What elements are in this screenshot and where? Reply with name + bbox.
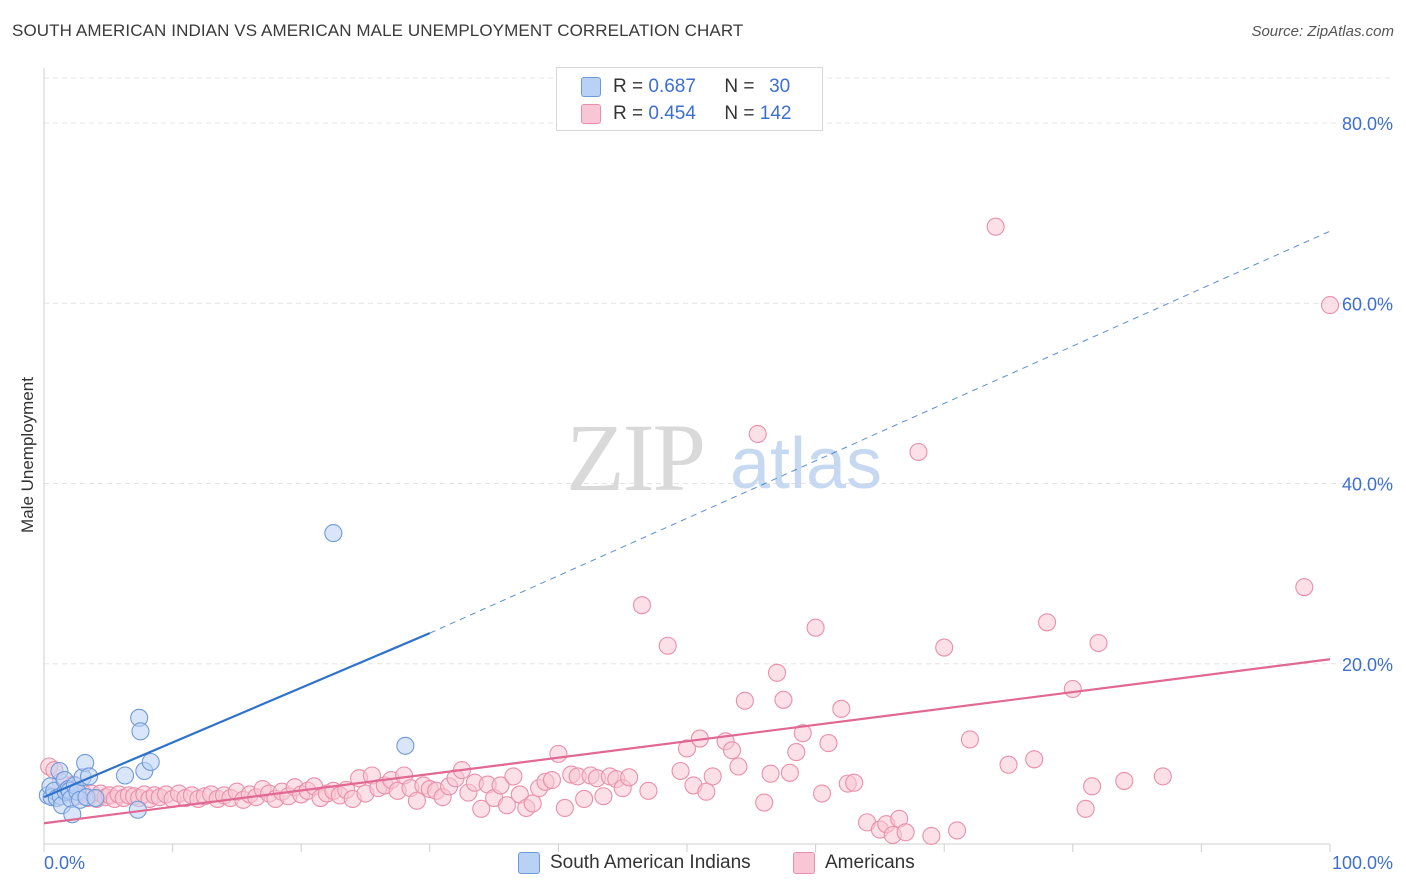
legend-row-south-american-indians: R = 0.687 N = 30 (581, 74, 790, 100)
legend-r-value: 0.454 (648, 103, 696, 124)
point-american (812, 784, 832, 803)
series-legend-label: Americans (825, 852, 915, 873)
point-south-american-indian (396, 736, 415, 755)
point-american (767, 663, 787, 682)
point-american (832, 699, 851, 718)
point-south-american-indian (86, 788, 105, 808)
tick-label-layer: 20.0% 40.0% 60.0% 80.0% 0.0% 100.0% (44, 114, 1393, 873)
point-american (922, 826, 941, 845)
trendline-americans (43, 658, 1331, 825)
point-american (677, 739, 697, 758)
point-american (1063, 679, 1082, 699)
point-south-american-indian (115, 766, 135, 785)
point-american (774, 690, 793, 709)
point-american (632, 596, 652, 615)
y-tick-label: 80.0% (1342, 114, 1393, 134)
point-american (1076, 799, 1095, 818)
series-legend-label: South American Indians (550, 852, 751, 873)
point-american (896, 823, 915, 842)
point-american (639, 781, 658, 800)
series-legend-item-south-american-indians[interactable]: South American Indians (518, 852, 751, 874)
point-american (697, 782, 716, 801)
point-american (542, 770, 562, 790)
point-american (575, 789, 594, 808)
point-american (1083, 777, 1102, 796)
point-american (960, 730, 979, 749)
point-american (549, 744, 568, 763)
trendline-south-american-indians (43, 632, 431, 799)
point-american (986, 217, 1005, 236)
point-american (594, 787, 613, 806)
point-american (909, 442, 928, 462)
point-american (761, 764, 780, 783)
point-american (703, 767, 722, 786)
chart-title: SOUTH AMERICAN INDIAN VS AMERICAN MALE U… (12, 21, 744, 40)
legend-swatch-blue (518, 852, 540, 874)
y-tick-label: 40.0% (1342, 475, 1393, 495)
point-american (729, 757, 748, 776)
point-american (787, 743, 806, 762)
legend-r-label: R = (613, 76, 644, 97)
point-american (722, 741, 742, 760)
point-american (819, 734, 838, 753)
y-tick-label: 60.0% (1342, 294, 1393, 314)
point-american (504, 767, 523, 786)
legend-swatch-blue (581, 77, 601, 97)
point-american (1295, 578, 1314, 597)
point-american (1025, 750, 1044, 769)
point-american (1115, 771, 1134, 790)
legend-r-value: 0.687 (648, 76, 696, 97)
x-tick-label-max: 100.0% (1332, 853, 1393, 873)
point-american (999, 755, 1018, 774)
point-american (523, 794, 542, 813)
point-american (748, 424, 767, 444)
point-american (935, 638, 954, 657)
point-american (620, 768, 639, 787)
axis-layer (43, 68, 1331, 852)
point-american (472, 799, 491, 818)
points-layer (38, 217, 1340, 845)
point-american (671, 761, 690, 781)
legend-swatch-pink (581, 104, 601, 124)
chart-source: Source: ZipAtlas.com (1251, 23, 1394, 40)
point-south-american-indian (141, 752, 160, 772)
point-american (948, 821, 967, 840)
point-south-american-indian (324, 524, 343, 543)
point-american (555, 798, 574, 818)
point-american (407, 791, 426, 810)
watermark: ZIP atlas (566, 404, 882, 511)
legend-n-value: 30 (769, 76, 791, 97)
point-american (1153, 767, 1172, 786)
point-american (658, 636, 677, 655)
legend-row-americans: R = 0.454 N = 142 (581, 101, 791, 127)
point-american (491, 776, 510, 795)
watermark-zip: ZIP (566, 404, 704, 511)
trend-layer (43, 230, 1331, 825)
stats-legend: R = 0.687 N = 30 R = 0.454 N = 142 (556, 67, 823, 131)
legend-n-value: 142 (759, 103, 792, 124)
legend-n-label: N = (724, 103, 755, 124)
point-american (1038, 613, 1057, 632)
point-american (806, 618, 825, 637)
series-legend-item-americans[interactable]: Americans (793, 852, 915, 874)
point-american (1320, 296, 1340, 315)
legend-n-label: N = (724, 76, 755, 97)
point-south-american-indian (131, 722, 150, 741)
point-american (735, 691, 754, 710)
point-american (497, 796, 517, 815)
point-american (780, 763, 799, 782)
x-tick-label-min: 0.0% (44, 853, 85, 873)
point-american (845, 773, 864, 792)
y-tick-label: 20.0% (1342, 655, 1393, 675)
legend-r-label: R = (613, 103, 644, 124)
point-american (755, 793, 774, 812)
series-legend: South American Indians Americans (0, 852, 1406, 878)
legend-swatch-pink (793, 852, 815, 874)
grid-layer (44, 77, 1392, 665)
point-american (793, 724, 812, 743)
point-american (1089, 633, 1108, 653)
